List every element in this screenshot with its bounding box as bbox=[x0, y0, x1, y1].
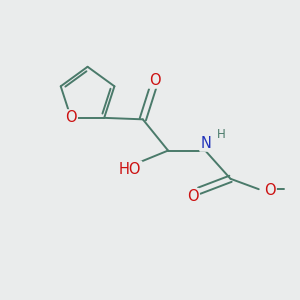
Text: O: O bbox=[65, 110, 77, 125]
Text: O: O bbox=[264, 183, 276, 198]
Text: N: N bbox=[200, 136, 211, 151]
Text: HO: HO bbox=[119, 162, 141, 177]
Text: H: H bbox=[217, 128, 226, 141]
Text: O: O bbox=[187, 189, 199, 204]
Text: O: O bbox=[149, 73, 161, 88]
